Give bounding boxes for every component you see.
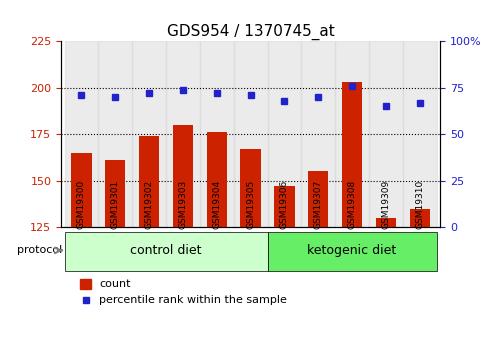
Text: GSM19306: GSM19306 [279,180,288,229]
Text: GSM19304: GSM19304 [212,180,221,229]
Bar [200,41,233,227]
Text: GSM19310: GSM19310 [414,180,424,229]
Text: GSM19305: GSM19305 [245,180,255,229]
Bar [105,160,125,227]
Bar [267,41,301,227]
Bar [409,209,429,227]
Text: GSM19309: GSM19309 [381,180,389,229]
Text: GSM19308: GSM19308 [347,180,356,229]
Bar [166,41,200,227]
Text: GSM19303: GSM19303 [178,180,187,229]
Bar [307,171,328,227]
Bar [132,41,166,227]
Bar [402,41,436,227]
FancyBboxPatch shape [64,232,267,271]
Bar [139,136,159,227]
Bar [172,125,193,227]
Bar [206,132,226,227]
Text: count: count [99,279,130,289]
Text: protocol: protocol [17,245,61,255]
Title: GDS954 / 1370745_at: GDS954 / 1370745_at [166,24,334,40]
Bar [64,41,98,227]
Bar [71,153,91,227]
Bar [233,41,267,227]
Text: ketogenic diet: ketogenic diet [307,244,396,257]
FancyBboxPatch shape [267,232,436,271]
Bar [98,41,132,227]
Text: control diet: control diet [130,244,202,257]
Text: GSM19302: GSM19302 [144,180,153,229]
Bar [240,149,260,227]
Bar [341,82,362,227]
Text: GSM19300: GSM19300 [77,180,86,229]
Bar [334,41,368,227]
Bar [368,41,402,227]
Text: percentile rank within the sample: percentile rank within the sample [99,295,286,305]
Text: GSM19301: GSM19301 [111,180,120,229]
Text: GSM19307: GSM19307 [313,180,322,229]
Bar [80,279,91,289]
Bar [301,41,334,227]
Bar [274,186,294,227]
Bar [375,218,395,227]
